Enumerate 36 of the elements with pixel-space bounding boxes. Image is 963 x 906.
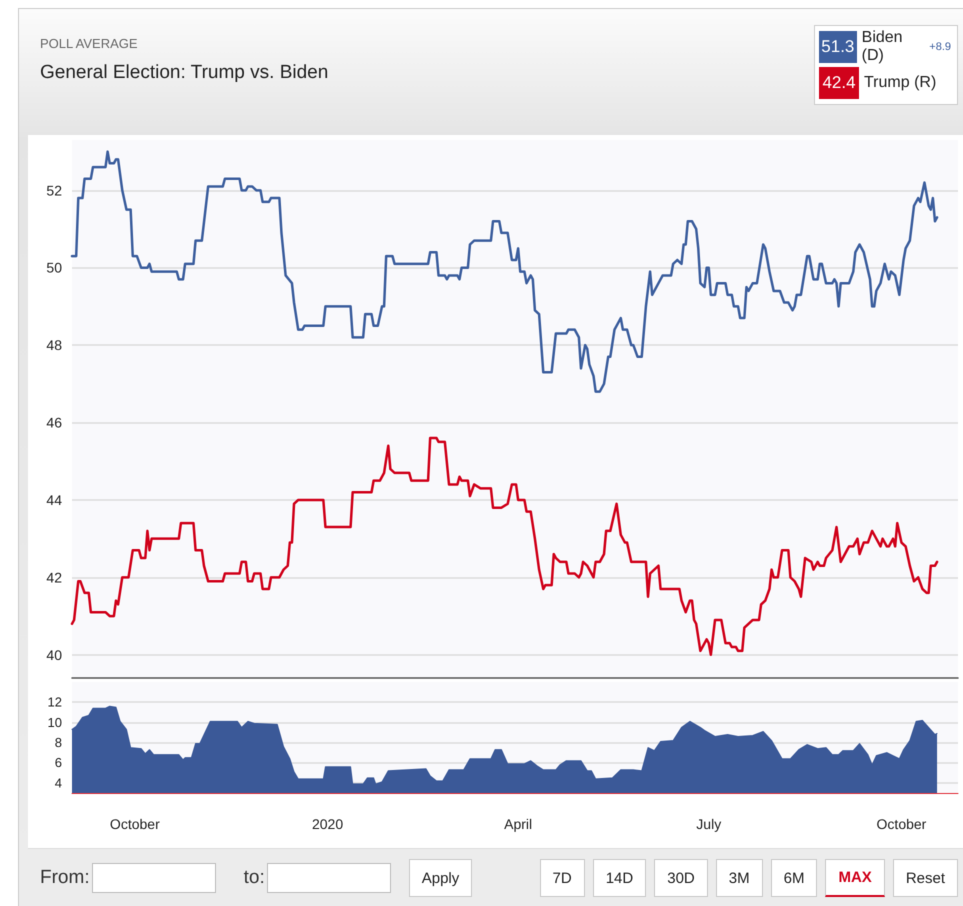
x-tick-label: July [696, 816, 722, 832]
chart-title: General Election: Trump vs. Biden [40, 62, 328, 84]
x-tick-label: October [110, 816, 160, 832]
text: Reset [892, 859, 958, 897]
text: From: [40, 867, 90, 889]
legend-label: Biden (D) [862, 29, 904, 65]
text: 42.4 [819, 67, 859, 99]
line-series [70, 436, 938, 656]
text: 6M [770, 859, 818, 897]
x-tick-label: 2020 [312, 816, 344, 832]
text: MAX [825, 859, 885, 897]
text: 7D [540, 859, 585, 897]
text: 51.3 [819, 31, 857, 63]
chart-subtitle: POLL AVERAGE [40, 36, 138, 51]
x-tick-label: October [876, 816, 927, 832]
x-tick-label: April [504, 816, 532, 832]
y-tick-label: 48 [46, 337, 62, 354]
y-tick-label: 8 [54, 735, 62, 750]
y-tick-label: 6 [54, 755, 62, 770]
y-tick-label: 42 [46, 569, 62, 586]
y-tick-label: 50 [46, 260, 62, 276]
text: 3M [716, 859, 763, 897]
text: +8.9 [929, 41, 951, 53]
y-tick-label: 44 [46, 492, 62, 508]
y-tick-label: 46 [46, 414, 62, 431]
text: to: [244, 867, 265, 889]
y-tick-label: 40 [46, 646, 62, 663]
y-tick-label: 10 [48, 714, 62, 730]
legend-label: Trump (R) [864, 74, 936, 92]
text: 14D [592, 859, 646, 897]
y-tick-label: 4 [54, 775, 62, 790]
y-tick-label: 12 [48, 694, 62, 710]
line-series [70, 150, 938, 393]
text: Apply [408, 859, 472, 897]
text: 30D [654, 859, 708, 897]
y-tick-label: 52 [46, 182, 62, 198]
